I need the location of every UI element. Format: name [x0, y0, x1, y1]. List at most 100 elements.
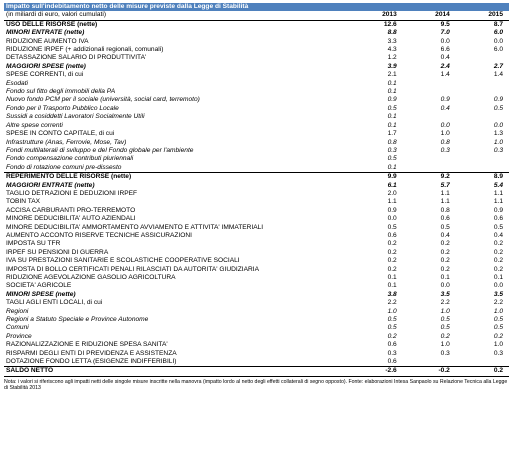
row-value-2015: 6.0 — [493, 29, 503, 37]
row-label: Nuovo fondo PCM per il sociale (universi… — [6, 96, 200, 104]
row-value-2015: 0.5 — [493, 223, 503, 231]
row-value-2015: 0.5 — [493, 104, 503, 112]
row-value-2015: 0.0 — [493, 282, 503, 290]
table-row: TAGLI AGLI ENTI LOCALI, di cui 2.2 2.2 2.2 — [4, 299, 509, 307]
row-value-2014: 0.4 — [440, 54, 450, 62]
row-value-2013: 0.1 — [387, 163, 397, 171]
row-value-2015: 1.1 — [493, 189, 503, 197]
row-value-2013: 0.2 — [387, 265, 397, 273]
row-label: SALDO NETTO — [4, 366, 350, 377]
row-value-2015: 8.7 — [493, 20, 503, 28]
row-value-2014: 0.5 — [440, 316, 450, 324]
row-value-2014: 0.5 — [440, 324, 450, 332]
row-value-2014: 5.7 — [440, 181, 450, 189]
table-row: ACCISA CARBURANTI PRO-TERREMOTO 0.9 0.8 0.9 — [4, 207, 509, 215]
row-value-2015 — [456, 113, 509, 121]
row-label: Esodati — [6, 79, 28, 87]
row-value-2013: 3.3 — [387, 37, 397, 45]
table-row: RIDUZIONE AGEVOLAZIONE GASOLIO AGRICOLTU… — [4, 274, 509, 282]
table-row: Infrastrutture (Anas, Ferrovie, Mose, Ta… — [4, 139, 509, 147]
row-value-2013: 0.5 — [387, 223, 397, 231]
row-value-2014: 3.5 — [440, 290, 450, 298]
table-row: RAZIONALIZZAZIONE E RIDUZIONE SPESA SANI… — [4, 341, 509, 349]
row-label: Regioni a Statuto Speciale e Province Au… — [6, 316, 149, 324]
row-value-2014: 0.4 — [440, 231, 450, 239]
row-value-2014: 0.6 — [440, 215, 450, 223]
row-value-2014 — [403, 358, 456, 367]
row-value-2014: 2.4 — [440, 62, 450, 70]
row-label: Fondo compensazione contributi plurienna… — [6, 155, 134, 163]
row-value-2014: 9.5 — [440, 20, 450, 28]
table-row: MAGGIORI ENTRATE (nette) 6.1 5.7 5.4 — [4, 182, 509, 190]
table-row: SPESE IN CONTO CAPITALE, di cui 1.7 1.0 1.3 — [4, 130, 509, 138]
row-value-2014 — [403, 88, 456, 96]
row-value-2015: 6.0 — [493, 46, 503, 54]
row-value-2014: 0.2 — [440, 240, 450, 248]
row-label: Fondo per il Trasporto Pubblico Locale — [6, 104, 119, 112]
row-value-2014: 1.0 — [440, 130, 450, 138]
row-value-2014: 0.8 — [440, 206, 450, 214]
row-label: MINORE DEDUCIBILITA' AMMORTAMENTO AVVIAM… — [6, 223, 264, 231]
row-value-2014 — [403, 164, 456, 173]
row-value-2014: 0.0 — [440, 121, 450, 129]
row-value-2013: 2.1 — [387, 71, 397, 79]
row-value-2015 — [456, 164, 509, 173]
row-value-2015 — [456, 358, 509, 367]
row-value-2013: 2.0 — [387, 189, 397, 197]
table-row: RIDUZIONE AUMENTO IVA 3.3 0.0 0.0 — [4, 38, 509, 46]
row-value-2015: 0.5 — [493, 324, 503, 332]
row-value-2014: 0.3 — [440, 146, 450, 154]
row-label: SPESE CORRENTI, di cui — [6, 71, 84, 79]
table-row: IVA SU PRESTAZIONI SANITARIE E SCOLASTIC… — [4, 257, 509, 265]
row-value-2013: 0.0 — [387, 215, 397, 223]
table-row: MINORE DEDUCIBILITA' AUTO AZIENDALI 0.0 0.… — [4, 215, 509, 223]
row-value-2015: 1.1 — [493, 198, 503, 206]
row-value-2014: 0.0 — [440, 37, 450, 45]
table-header-row: (in miliardi di euro, valori cumulati) 2… — [4, 11, 509, 21]
row-value-2015: 2.2 — [493, 299, 503, 307]
year-header: 2015 — [455, 11, 509, 21]
table-row: IRPEF SU PENSIONI DI GUERRA 0.2 0.2 0.2 — [4, 249, 509, 257]
table-row: REPERIMENTO DELLE RISORSE (nette) 9.9 9.2 8… — [4, 172, 509, 182]
table-row: Sussidi a cosiddetti Lavoratori Socialme… — [4, 113, 509, 121]
year-header: 2013 — [349, 11, 403, 21]
table-row: Province 0.2 0.2 0.2 — [4, 333, 509, 341]
row-value-2015: 0.3 — [493, 146, 503, 154]
table-row: Fondo sul fitto degli immobili della PA 0… — [4, 88, 509, 96]
row-value-2015: 0.2 — [493, 332, 503, 340]
row-label: IRPEF SU PENSIONI DI GUERRA — [6, 248, 109, 256]
row-value-2014 — [403, 113, 456, 121]
row-label: IVA SU PRESTAZIONI SANITARIE E SCOLASTIC… — [6, 257, 240, 265]
row-value-2013: 3.8 — [387, 290, 397, 298]
row-value-2013: 9.9 — [349, 172, 403, 182]
row-value-2013: -2.6 — [349, 366, 403, 377]
row-label: ACCISA CARBURANTI PRO-TERREMOTO — [6, 206, 136, 214]
row-value-2015: 1.0 — [493, 138, 503, 146]
table-row: IMPOSTA SU TFR 0.2 0.2 0.2 — [4, 240, 509, 248]
row-label: RAZIONALIZZAZIONE E RIDUZIONE SPESA SANI… — [6, 341, 168, 349]
row-value-2015: 0.5 — [493, 316, 503, 324]
row-value-2013: 0.1 — [387, 88, 397, 96]
row-label: IMPOSTA SU TFR — [6, 240, 61, 248]
table-row: USO DELLE RISORSE (nette) 12.6 9.5 8.7 — [4, 20, 509, 29]
table-row: Fondo per il Trasporto Pubblico Locale 0.… — [4, 105, 509, 113]
row-value-2014: 7.0 — [440, 29, 450, 37]
table-row: Regioni a Statuto Speciale e Province Au… — [4, 316, 509, 324]
row-value-2014: 1.1 — [440, 198, 450, 206]
row-label: TOBIN TAX — [6, 198, 41, 206]
row-value-2014: 0.1 — [440, 274, 450, 281]
row-value-2013: 0.2 — [387, 257, 397, 265]
table-row: Fondo compensazione contributi plurienna… — [4, 155, 509, 163]
row-label: SPESE IN CONTO CAPITALE, di cui — [6, 130, 115, 138]
table-row: MAGGIORI SPESE (nette) 3.9 2.4 2.7 — [4, 63, 509, 71]
row-value-2014: 0.3 — [440, 349, 450, 357]
row-value-2013: 0.2 — [387, 248, 397, 256]
row-value-2013: 0.1 — [387, 79, 397, 87]
row-label: RISPARMI DEGLI ENTI DI PREVIDENZA E ASSI… — [6, 349, 177, 357]
row-value-2014: -0.2 — [402, 366, 456, 377]
row-value-2015: 0.2 — [493, 240, 503, 248]
row-value-2013: 0.9 — [387, 206, 397, 214]
row-value-2014: 2.2 — [440, 299, 450, 307]
row-value-2013: 12.6 — [383, 20, 397, 28]
row-label: TAGLIO DETRAZIONI E DEDUZIONI IRPEF — [6, 189, 138, 197]
